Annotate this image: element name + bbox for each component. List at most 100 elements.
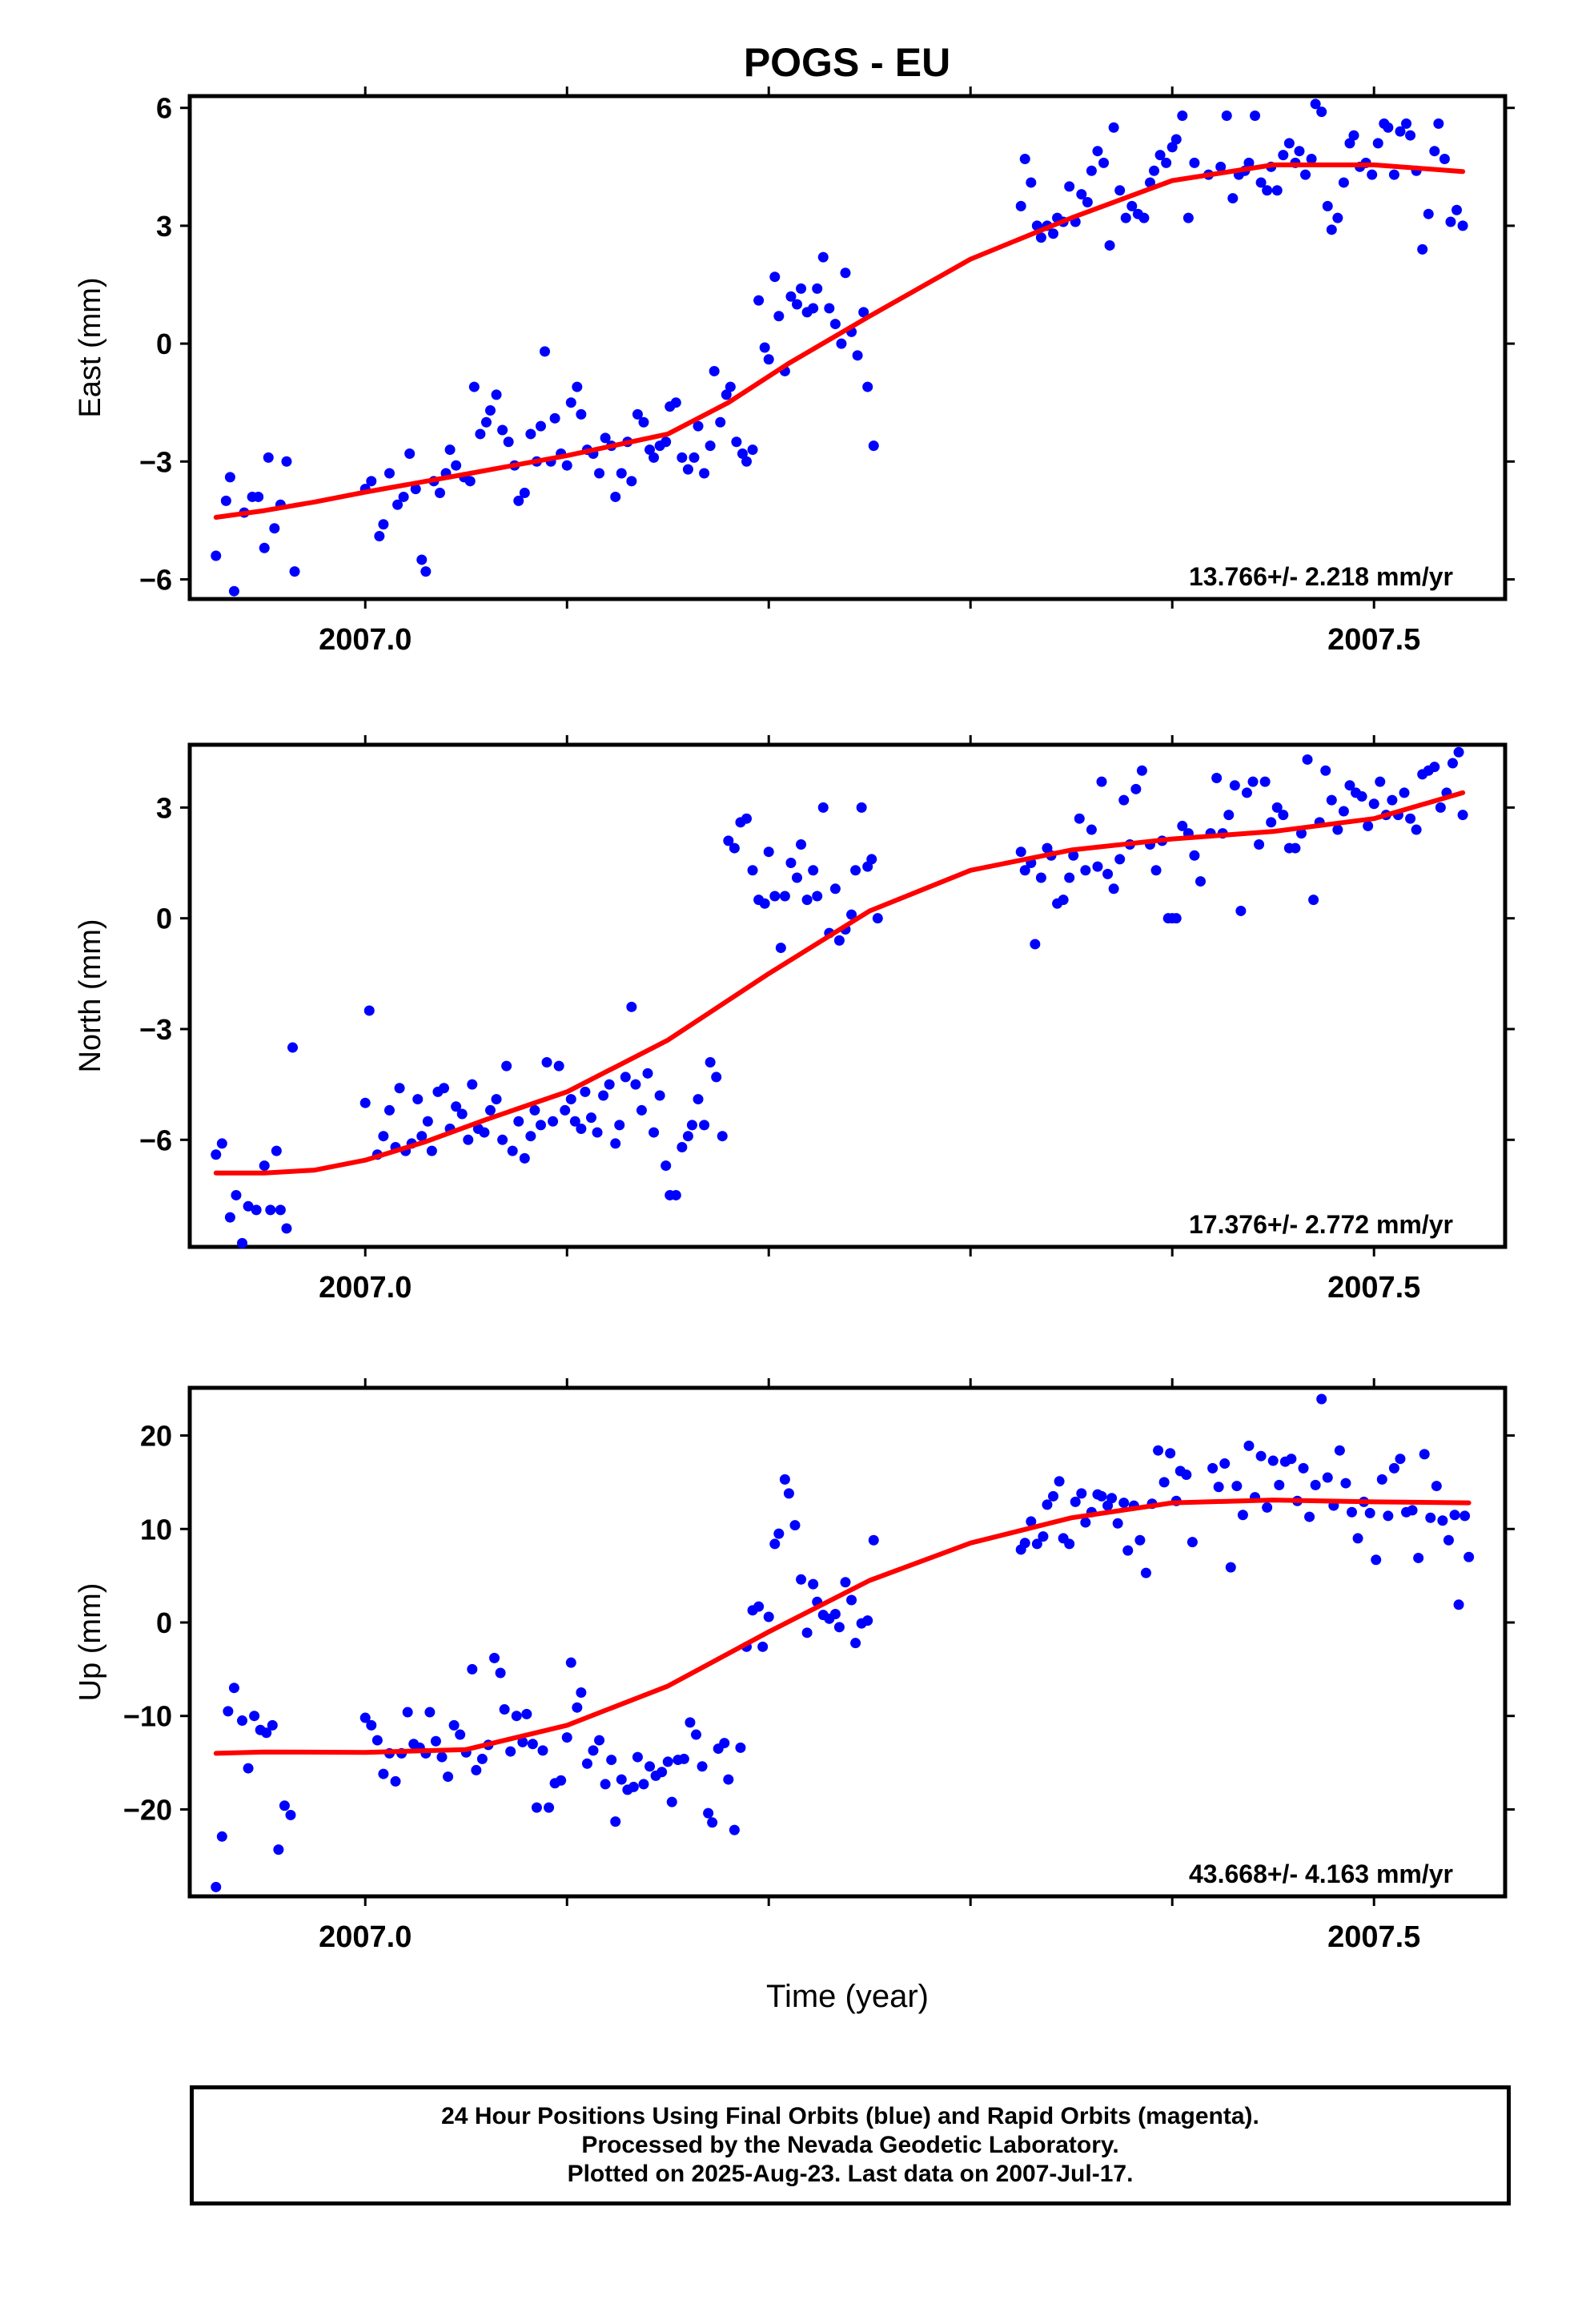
data-point — [484, 405, 496, 416]
data-point — [548, 1116, 559, 1127]
data-point — [1407, 1505, 1418, 1516]
data-point — [503, 436, 514, 448]
data-point — [439, 1083, 450, 1094]
data-point — [1177, 820, 1188, 831]
data-point — [1316, 107, 1327, 118]
data-point — [703, 1807, 714, 1819]
data-point — [513, 1116, 524, 1127]
east-axis-label: East (mm) — [74, 277, 107, 417]
data-point — [572, 1702, 583, 1713]
data-point — [598, 1090, 609, 1101]
data-point — [1464, 1551, 1475, 1562]
data-point — [783, 1488, 794, 1499]
data-point — [1340, 1478, 1351, 1489]
data-point — [378, 1131, 389, 1142]
data-point — [1189, 850, 1200, 861]
data-point — [801, 1627, 813, 1638]
data-point — [801, 895, 813, 906]
data-point — [729, 842, 740, 854]
data-point — [699, 1120, 710, 1131]
data-point — [654, 1090, 665, 1101]
data-point — [866, 854, 877, 865]
data-point — [717, 1131, 728, 1142]
data-point — [279, 1800, 290, 1811]
velocity-label: 13.766+/- 2.218 mm/yr — [1189, 562, 1453, 591]
data-point — [231, 1189, 242, 1200]
data-point — [1417, 243, 1428, 255]
data-point — [505, 1746, 516, 1757]
data-point — [1310, 1479, 1321, 1490]
data-point — [705, 440, 716, 452]
data-point — [1096, 776, 1107, 787]
data-point — [491, 389, 502, 400]
data-point — [537, 1745, 548, 1756]
data-point — [1213, 1482, 1224, 1493]
data-point — [359, 1097, 371, 1108]
data-point — [1161, 157, 1172, 168]
data-point — [565, 1094, 576, 1105]
data-point — [464, 476, 476, 487]
data-point — [785, 858, 797, 869]
data-point — [220, 495, 231, 506]
data-point — [383, 468, 395, 479]
data-point — [426, 1145, 437, 1156]
data-point — [1267, 1455, 1279, 1466]
data-point — [1395, 1454, 1406, 1465]
data-point — [580, 1086, 591, 1097]
data-point — [677, 1142, 688, 1153]
data-point — [1439, 154, 1450, 164]
data-point — [1223, 810, 1235, 821]
data-point — [259, 542, 270, 553]
model-curve — [213, 1498, 1472, 1756]
data-point — [1453, 1599, 1464, 1610]
data-point — [1086, 824, 1097, 835]
data-point — [747, 444, 758, 456]
data-point — [471, 1764, 482, 1775]
data-point — [1126, 200, 1138, 211]
data-point — [1019, 154, 1030, 164]
data-point — [1298, 1462, 1309, 1474]
data-point — [1064, 181, 1075, 192]
data-point — [1383, 1510, 1394, 1522]
data-point — [1118, 1498, 1130, 1509]
data-point — [648, 1127, 660, 1138]
data-point — [850, 1638, 861, 1649]
data-point — [1140, 1567, 1151, 1578]
data-point — [594, 1735, 605, 1746]
data-point — [1290, 842, 1301, 854]
y-tick-label: 3 — [156, 791, 172, 824]
data-point — [670, 397, 681, 408]
x-tick-label: 2007.5 — [1327, 623, 1420, 657]
y-tick-label: 3 — [156, 210, 172, 243]
data-point — [812, 283, 823, 294]
data-point — [1165, 1448, 1176, 1459]
data-point — [1229, 780, 1240, 791]
data-point — [1166, 142, 1178, 153]
data-point — [541, 1056, 552, 1068]
data-point — [1247, 776, 1259, 787]
data-point — [747, 865, 758, 876]
data-point — [662, 1756, 673, 1767]
data-point — [1070, 1496, 1081, 1507]
data-point — [604, 1079, 615, 1090]
data-point — [648, 452, 660, 463]
data-point — [1064, 1538, 1075, 1550]
data-point — [569, 1116, 580, 1127]
data-point — [499, 1704, 510, 1715]
data-point — [265, 1204, 276, 1216]
data-point — [1241, 787, 1252, 798]
data-point — [1447, 758, 1458, 769]
plot-frame — [187, 742, 1508, 1249]
data-point — [1255, 1450, 1267, 1462]
data-point — [366, 1719, 377, 1731]
data-point — [715, 416, 726, 428]
data-point — [808, 303, 819, 314]
data-point — [243, 1763, 254, 1774]
data-point — [1207, 1462, 1219, 1474]
data-point — [594, 468, 605, 479]
data-point — [366, 476, 377, 487]
data-point — [1445, 216, 1456, 227]
data-point — [731, 436, 742, 448]
data-point — [1376, 1474, 1387, 1485]
data-point — [424, 1707, 436, 1718]
